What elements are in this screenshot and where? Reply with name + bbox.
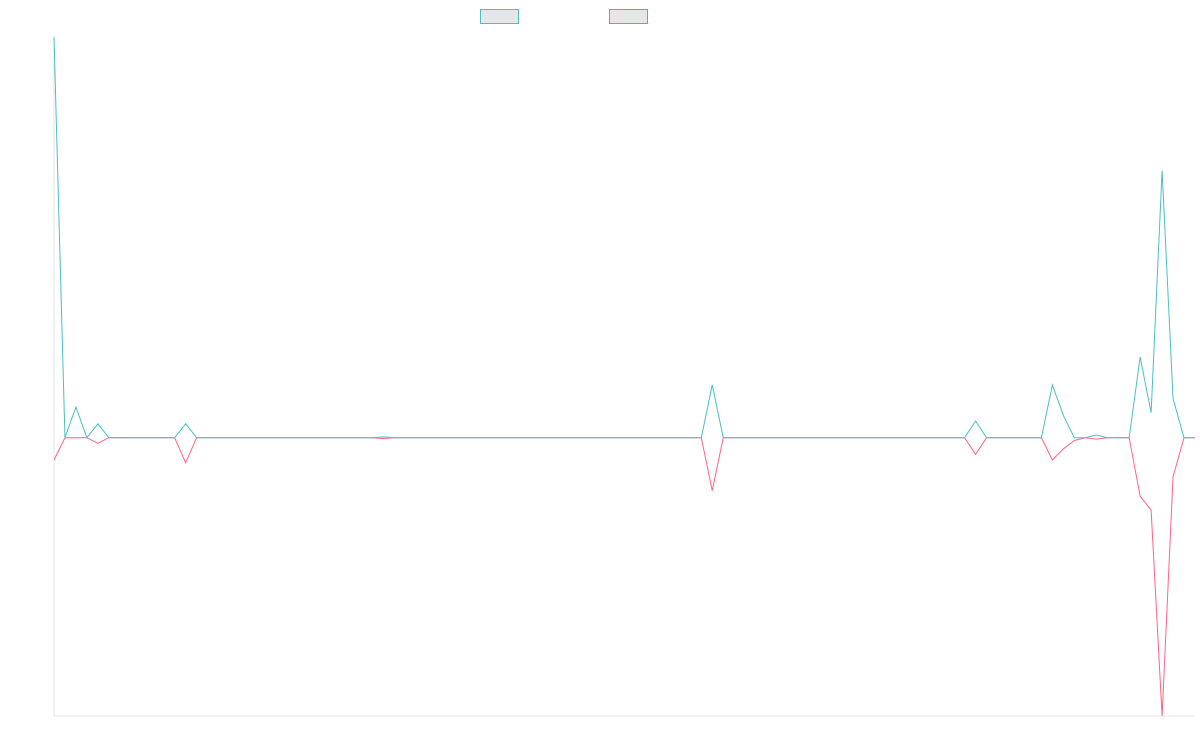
legend-item-series-1[interactable] [480,9,525,24]
legend-swatch-series-1 [480,9,519,24]
series-line-teal [53,36,1195,439]
series-line-pink [53,437,1195,717]
legend-swatch-series-2 [609,9,648,24]
legend-item-series-2[interactable] [609,9,654,24]
legend [480,9,654,24]
